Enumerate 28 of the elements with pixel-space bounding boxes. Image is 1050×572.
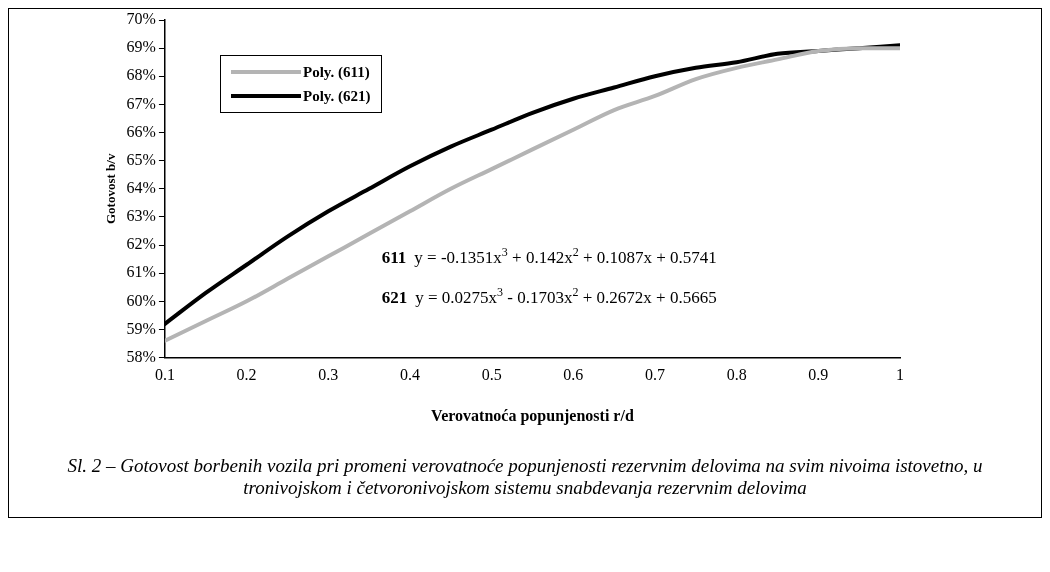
legend-label: Poly. (611) [303, 63, 370, 81]
y-tick-label: 70% [126, 10, 156, 28]
y-tick-label: 61% [126, 263, 156, 281]
x-tick-label: 0.9 [808, 366, 829, 384]
y-tick-label: 69% [126, 38, 156, 56]
y-tick-label: 68% [126, 66, 156, 84]
x-tick-label: 0.3 [318, 366, 339, 384]
x-tick-label: 0.7 [644, 366, 665, 384]
y-tick-label: 62% [126, 235, 156, 253]
y-tick-label: 58% [126, 347, 156, 365]
x-tick-label: 0.6 [563, 366, 584, 384]
y-tick-label: 64% [126, 179, 156, 196]
x-axis-title: Verovatnoća popunjenosti r/d [431, 406, 634, 425]
x-tick-label: 0.8 [726, 366, 747, 384]
y-tick-label: 59% [126, 319, 156, 337]
x-tick-label: 0.4 [399, 366, 420, 384]
y-tick-label: 66% [126, 122, 156, 140]
y-tick-label: 63% [126, 207, 156, 225]
x-tick-label: 0.5 [481, 366, 502, 384]
x-tick-label: 1 [896, 366, 904, 384]
x-tick-label: 0.2 [236, 366, 257, 384]
legend-label: Poly. (621) [303, 87, 371, 105]
text: Sl. 2 – Gotovost borbenih vozila pri promeni verovatnoće popunjenosti rezervnim delovima na svim nivoima istovetno, u tronivojskom i četvoronivojskom sistemu snabdevanja rezervnim delovima [66, 455, 984, 499]
y-tick-label: 65% [126, 150, 156, 168]
y-axis-title: Gotovost b/v [103, 153, 119, 225]
x-tick-label: 0.1 [154, 366, 175, 384]
y-tick-label: 60% [126, 291, 156, 309]
y-tick-label: 67% [126, 94, 156, 112]
